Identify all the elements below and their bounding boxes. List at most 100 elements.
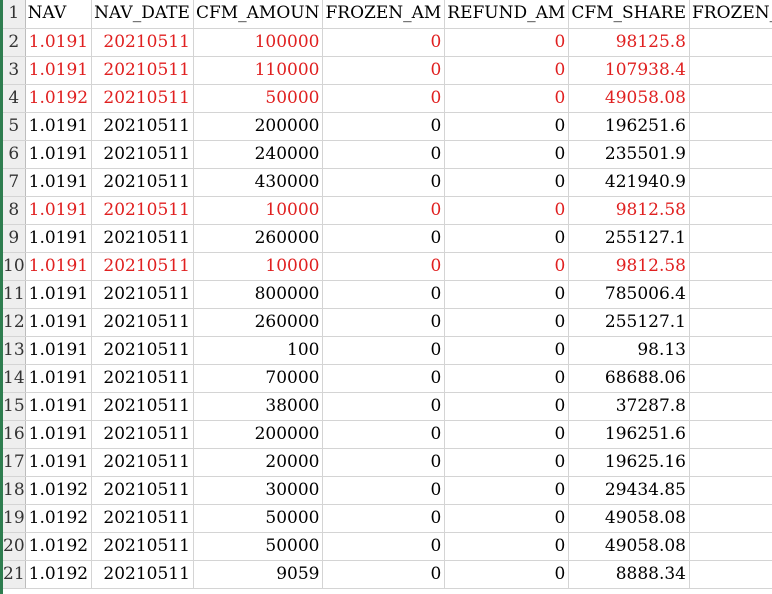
row-number[interactable]: 12 bbox=[3, 308, 26, 337]
cell-cfm-amount[interactable]: 100 bbox=[193, 336, 324, 365]
cell-frozen-amount[interactable]: 0 bbox=[322, 504, 446, 533]
cell-frozen-share[interactable]: 0 bbox=[689, 224, 772, 253]
cell-refund-amount[interactable]: 0 bbox=[444, 504, 570, 533]
cell-cfm-amount[interactable]: 50000 bbox=[193, 504, 324, 533]
column-header-frozen-amount[interactable]: FROZEN_AM bbox=[322, 0, 446, 29]
cell-frozen-share[interactable]: 0 bbox=[689, 84, 772, 113]
column-header-refund-amount[interactable]: REFUND_AM bbox=[444, 0, 570, 29]
cell-refund-amount[interactable]: 0 bbox=[444, 140, 570, 169]
cell-nav[interactable]: 1.0191 bbox=[25, 308, 93, 337]
cell-refund-amount[interactable]: 0 bbox=[444, 84, 570, 113]
cell-nav-date[interactable]: 20210511 bbox=[91, 196, 194, 225]
cell-nav[interactable]: 1.0191 bbox=[25, 28, 93, 57]
cell-cfm-share[interactable]: 98.13 bbox=[568, 336, 690, 365]
cell-nav[interactable]: 1.0191 bbox=[25, 420, 93, 449]
row-number[interactable]: 15 bbox=[3, 392, 26, 421]
cell-cfm-amount[interactable]: 50000 bbox=[193, 84, 324, 113]
cell-frozen-amount[interactable]: 0 bbox=[322, 196, 446, 225]
cell-refund-amount[interactable]: 0 bbox=[444, 252, 570, 281]
cell-cfm-amount[interactable]: 110000 bbox=[193, 56, 324, 85]
cell-cfm-share[interactable]: 235501.9 bbox=[568, 140, 690, 169]
row-number[interactable]: 7 bbox=[3, 168, 26, 197]
cell-cfm-share[interactable]: 255127.1 bbox=[568, 224, 690, 253]
row-number[interactable]: 5 bbox=[3, 112, 26, 141]
cell-frozen-share[interactable]: 0 bbox=[689, 532, 772, 561]
cell-nav-date[interactable]: 20210511 bbox=[91, 336, 194, 365]
cell-cfm-share[interactable]: 785006.4 bbox=[568, 280, 690, 309]
cell-nav[interactable]: 1.0191 bbox=[25, 252, 93, 281]
cell-nav[interactable]: 1.0191 bbox=[25, 224, 93, 253]
row-number[interactable]: 10 bbox=[3, 252, 26, 281]
cell-refund-amount[interactable]: 0 bbox=[444, 28, 570, 57]
cell-cfm-share[interactable]: 19625.16 bbox=[568, 448, 690, 477]
cell-cfm-amount[interactable]: 50000 bbox=[193, 532, 324, 561]
cell-nav[interactable]: 1.0192 bbox=[25, 476, 93, 505]
cell-cfm-amount[interactable]: 10000 bbox=[193, 252, 324, 281]
cell-nav[interactable]: 1.0191 bbox=[25, 168, 93, 197]
cell-nav[interactable]: 1.0191 bbox=[25, 336, 93, 365]
cell-nav-date[interactable]: 20210511 bbox=[91, 280, 194, 309]
cell-frozen-amount[interactable]: 0 bbox=[322, 476, 446, 505]
cell-frozen-amount[interactable]: 0 bbox=[322, 224, 446, 253]
cell-frozen-amount[interactable]: 0 bbox=[322, 364, 446, 393]
cell-nav[interactable]: 1.0191 bbox=[25, 112, 93, 141]
cell-refund-amount[interactable]: 0 bbox=[444, 56, 570, 85]
cell-nav[interactable]: 1.0191 bbox=[25, 364, 93, 393]
cell-refund-amount[interactable]: 0 bbox=[444, 168, 570, 197]
cell-cfm-share[interactable]: 421940.9 bbox=[568, 168, 690, 197]
cell-cfm-share[interactable]: 29434.85 bbox=[568, 476, 690, 505]
row-number[interactable]: 13 bbox=[3, 336, 26, 365]
cell-frozen-amount[interactable]: 0 bbox=[322, 280, 446, 309]
cell-cfm-share[interactable]: 255127.1 bbox=[568, 308, 690, 337]
cell-cfm-share[interactable]: 37287.8 bbox=[568, 392, 690, 421]
cell-nav-date[interactable]: 20210511 bbox=[91, 252, 194, 281]
cell-cfm-share[interactable]: 196251.6 bbox=[568, 420, 690, 449]
cell-nav[interactable]: 1.0191 bbox=[25, 140, 93, 169]
row-number[interactable]: 4 bbox=[3, 84, 26, 113]
cell-frozen-share[interactable]: 0 bbox=[689, 252, 772, 281]
cell-nav-date[interactable]: 20210511 bbox=[91, 560, 194, 589]
cell-frozen-share[interactable]: 0 bbox=[689, 560, 772, 589]
row-number[interactable]: 2 bbox=[3, 28, 26, 57]
cell-frozen-amount[interactable]: 0 bbox=[322, 560, 446, 589]
cell-cfm-amount[interactable]: 100000 bbox=[193, 28, 324, 57]
column-header-nav[interactable]: NAV bbox=[25, 0, 93, 29]
cell-frozen-amount[interactable]: 0 bbox=[322, 56, 446, 85]
cell-frozen-amount[interactable]: 0 bbox=[322, 28, 446, 57]
cell-nav-date[interactable]: 20210511 bbox=[91, 56, 194, 85]
row-number[interactable]: 21 bbox=[3, 560, 26, 589]
cell-cfm-amount[interactable]: 38000 bbox=[193, 392, 324, 421]
cell-frozen-amount[interactable]: 0 bbox=[322, 336, 446, 365]
cell-refund-amount[interactable]: 0 bbox=[444, 224, 570, 253]
cell-frozen-share[interactable]: 0 bbox=[689, 448, 772, 477]
cell-cfm-amount[interactable]: 200000 bbox=[193, 420, 324, 449]
cell-nav[interactable]: 1.0191 bbox=[25, 448, 93, 477]
cell-cfm-amount[interactable]: 260000 bbox=[193, 308, 324, 337]
cell-nav-date[interactable]: 20210511 bbox=[91, 364, 194, 393]
cell-cfm-share[interactable]: 107938.4 bbox=[568, 56, 690, 85]
cell-frozen-amount[interactable]: 0 bbox=[322, 140, 446, 169]
column-header-nav-date[interactable]: NAV_DATE bbox=[91, 0, 194, 29]
cell-cfm-amount[interactable]: 70000 bbox=[193, 364, 324, 393]
cell-cfm-amount[interactable]: 260000 bbox=[193, 224, 324, 253]
cell-cfm-amount[interactable]: 30000 bbox=[193, 476, 324, 505]
cell-nav-date[interactable]: 20210511 bbox=[91, 84, 194, 113]
cell-nav-date[interactable]: 20210511 bbox=[91, 28, 194, 57]
cell-cfm-share[interactable]: 9812.58 bbox=[568, 196, 690, 225]
cell-cfm-amount[interactable]: 200000 bbox=[193, 112, 324, 141]
cell-nav-date[interactable]: 20210511 bbox=[91, 112, 194, 141]
cell-nav[interactable]: 1.0192 bbox=[25, 84, 93, 113]
cell-frozen-share[interactable]: 0 bbox=[689, 140, 772, 169]
cell-frozen-amount[interactable]: 0 bbox=[322, 84, 446, 113]
cell-nav-date[interactable]: 20210511 bbox=[91, 168, 194, 197]
cell-nav-date[interactable]: 20210511 bbox=[91, 308, 194, 337]
cell-cfm-amount[interactable]: 10000 bbox=[193, 196, 324, 225]
cell-refund-amount[interactable]: 0 bbox=[444, 392, 570, 421]
row-number[interactable]: 11 bbox=[3, 280, 26, 309]
cell-nav[interactable]: 1.0191 bbox=[25, 392, 93, 421]
cell-nav-date[interactable]: 20210511 bbox=[91, 392, 194, 421]
row-number[interactable]: 19 bbox=[3, 504, 26, 533]
cell-nav-date[interactable]: 20210511 bbox=[91, 504, 194, 533]
cell-cfm-share[interactable]: 98125.8 bbox=[568, 28, 690, 57]
cell-refund-amount[interactable]: 0 bbox=[444, 532, 570, 561]
